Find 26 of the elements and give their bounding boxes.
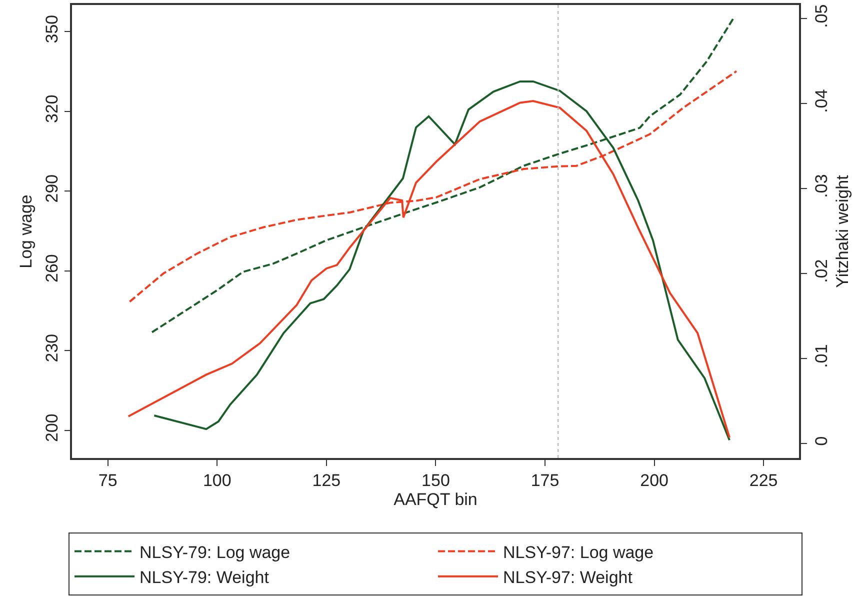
legend-label: NLSY-79: Weight [140, 568, 270, 588]
y-tick-label: 260 [42, 254, 62, 282]
y-tick-label: 290 [42, 174, 62, 203]
legend-label: NLSY-97: Log wage [503, 542, 654, 562]
x-tick-label: 200 [640, 471, 668, 490]
legend-label: NLSY-79: Log wage [140, 542, 290, 562]
y2-tick-label: .01 [812, 344, 832, 368]
y-tick-label: 200 [42, 414, 62, 442]
x-tick-label: 225 [749, 471, 778, 490]
y2-tick-label: .05 [812, 4, 832, 28]
x-tick-label: 175 [530, 471, 560, 490]
x-tick-label: 125 [312, 471, 341, 490]
x-tick-label: 100 [202, 471, 232, 490]
x-tick-label: 75 [98, 471, 118, 490]
y2-tick-label: .02 [812, 259, 832, 283]
legend-label: NLSY-97: Weight [503, 568, 633, 588]
y-tick-label: 320 [42, 94, 62, 123]
y2-tick-label: .04 [812, 89, 832, 113]
y-axis-title: Log wage [16, 194, 36, 268]
y-tick-label: 230 [42, 334, 62, 362]
y2-tick-label: 0 [812, 436, 832, 446]
y2-axis-title: Yitzhaki weight [833, 174, 852, 288]
x-axis-title: AAFQT bin [394, 490, 478, 510]
y2-tick-label: .03 [812, 174, 832, 198]
x-tick-label: 150 [422, 471, 450, 490]
y-tick-label: 350 [42, 14, 62, 44]
